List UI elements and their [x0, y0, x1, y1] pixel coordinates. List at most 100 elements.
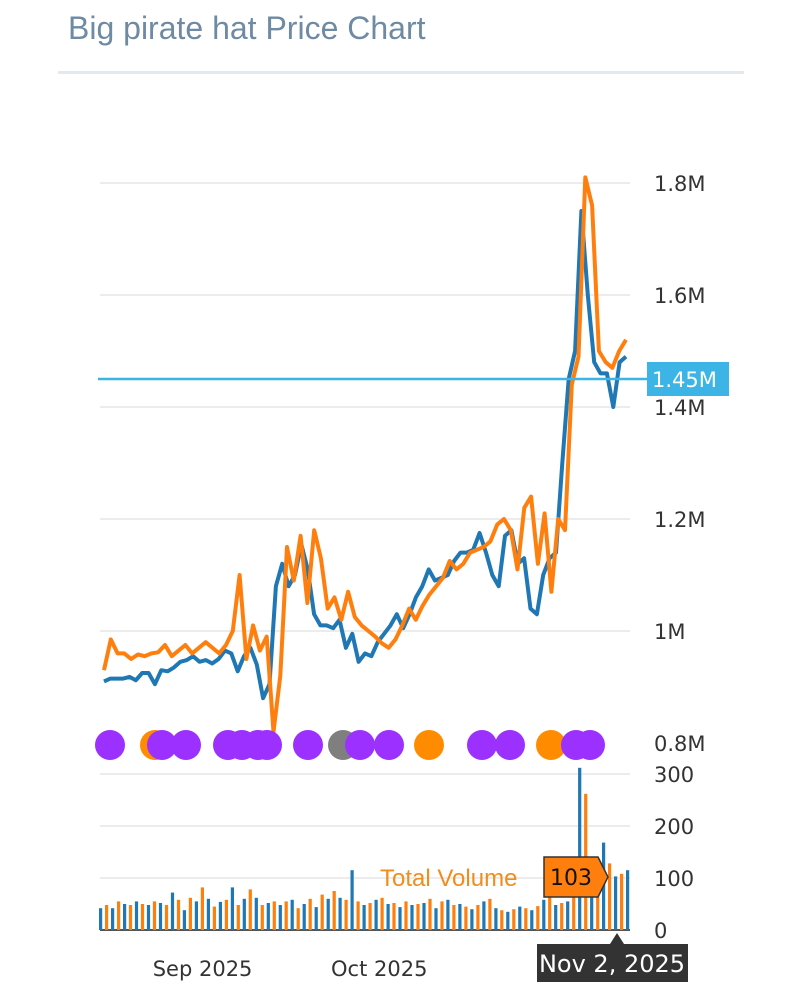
volume-bar[interactable]	[572, 893, 576, 930]
volume-bar[interactable]	[218, 901, 222, 930]
volume-bar[interactable]	[476, 905, 480, 930]
volume-bar[interactable]	[170, 892, 175, 930]
volume-bar[interactable]	[392, 903, 396, 930]
volume-bar[interactable]	[158, 903, 163, 930]
volume-bar[interactable]	[446, 899, 450, 930]
event-marker-purple[interactable]	[345, 730, 375, 760]
volume-bar[interactable]	[260, 905, 264, 930]
event-marker-purple[interactable]	[374, 730, 404, 760]
volume-bar[interactable]	[302, 904, 306, 930]
series-price-orange[interactable]	[102, 175, 628, 734]
volume-bar[interactable]	[620, 873, 624, 930]
volume-bar[interactable]	[434, 908, 438, 930]
volume-bar[interactable]	[242, 898, 246, 930]
volume-bar[interactable]	[500, 910, 504, 930]
volume-bar[interactable]	[182, 910, 186, 930]
volume-bar[interactable]	[290, 899, 294, 930]
volume-bar[interactable]	[284, 901, 288, 930]
volume-bar[interactable]	[518, 906, 522, 930]
volume-bar[interactable]	[350, 870, 354, 930]
volume-bar[interactable]	[278, 905, 282, 930]
event-marker-purple[interactable]	[147, 730, 177, 760]
volume-bar[interactable]	[332, 891, 336, 930]
volume-bar[interactable]	[164, 905, 169, 930]
series-price-blue[interactable]	[103, 209, 628, 701]
volume-bar[interactable]	[566, 901, 570, 930]
volume-bar[interactable]	[224, 899, 228, 930]
volume-bar[interactable]	[578, 767, 582, 930]
volume-bar[interactable]	[440, 901, 444, 930]
event-marker-purple[interactable]	[171, 730, 201, 760]
volume-bar[interactable]	[524, 908, 528, 930]
volume-bar[interactable]	[560, 903, 564, 930]
volume-bar[interactable]	[452, 905, 456, 930]
volume-bar[interactable]	[200, 887, 204, 930]
volume-bar[interactable]	[386, 904, 390, 930]
volume-bar[interactable]	[464, 906, 468, 930]
event-marker-purple[interactable]	[293, 730, 323, 760]
volume-bar[interactable]	[140, 904, 145, 930]
volume-bar[interactable]	[152, 901, 157, 930]
volume-bar[interactable]	[398, 907, 402, 930]
event-marker-purple[interactable]	[575, 730, 605, 760]
volume-bar[interactable]	[356, 901, 360, 930]
volume-bar[interactable]	[506, 911, 510, 930]
volume-bar[interactable]	[374, 899, 378, 930]
event-marker-orange[interactable]	[536, 730, 566, 760]
volume-bar[interactable]	[482, 901, 486, 930]
volume-bar[interactable]	[554, 905, 558, 930]
volume-bar[interactable]	[494, 908, 498, 930]
volume-bar[interactable]	[105, 905, 109, 930]
volume-bar[interactable]	[626, 870, 630, 930]
volume-bar[interactable]	[512, 909, 516, 930]
volume-bar[interactable]	[428, 898, 432, 930]
volume-bar[interactable]	[123, 904, 127, 930]
event-marker-orange[interactable]	[414, 730, 444, 760]
volume-bar[interactable]	[470, 909, 474, 930]
volume-bar[interactable]	[536, 906, 540, 930]
volume-bar[interactable]	[530, 910, 534, 930]
volume-bar[interactable]	[236, 905, 240, 930]
volume-bar[interactable]	[188, 897, 192, 930]
volume-bar[interactable]	[117, 901, 121, 930]
volume-bar[interactable]	[608, 863, 612, 930]
volume-bar[interactable]	[254, 897, 258, 930]
volume-bar[interactable]	[99, 908, 103, 930]
volume-bar[interactable]	[548, 895, 552, 930]
volume-bar[interactable]	[416, 904, 420, 930]
volume-bar[interactable]	[296, 908, 300, 930]
volume-bar[interactable]	[134, 901, 139, 930]
volume-bar[interactable]	[111, 908, 115, 930]
event-marker-purple[interactable]	[467, 730, 497, 760]
volume-bar[interactable]	[344, 899, 348, 930]
volume-bar[interactable]	[590, 877, 594, 930]
event-marker-purple[interactable]	[495, 730, 525, 760]
event-marker-purple[interactable]	[95, 730, 125, 760]
volume-bar[interactable]	[128, 905, 133, 930]
volume-bar[interactable]	[314, 907, 318, 930]
volume-bar[interactable]	[248, 889, 252, 930]
volume-bar[interactable]	[338, 897, 342, 930]
volume-bar[interactable]	[596, 875, 600, 930]
volume-bar[interactable]	[458, 904, 462, 930]
volume-bar[interactable]	[230, 887, 234, 930]
volume-bar[interactable]	[362, 905, 366, 930]
volume-bar[interactable]	[266, 903, 270, 930]
volume-bar[interactable]	[380, 897, 384, 930]
volume-bar[interactable]	[542, 899, 546, 930]
volume-bar[interactable]	[404, 901, 408, 930]
volume-bar[interactable]	[194, 901, 198, 930]
volume-bar[interactable]	[488, 898, 492, 930]
volume-bar[interactable]	[422, 903, 426, 930]
volume-bar[interactable]	[206, 898, 210, 930]
volume-bar[interactable]	[212, 906, 216, 930]
volume-bar[interactable]	[320, 894, 324, 930]
volume-bar[interactable]	[308, 898, 312, 930]
volume-bar[interactable]	[146, 905, 151, 930]
volume-bar[interactable]	[410, 905, 414, 930]
volume-bar[interactable]	[176, 899, 181, 930]
volume-bar[interactable]	[368, 903, 372, 930]
volume-bar[interactable]	[326, 898, 330, 930]
volume-bar[interactable]	[614, 876, 618, 930]
